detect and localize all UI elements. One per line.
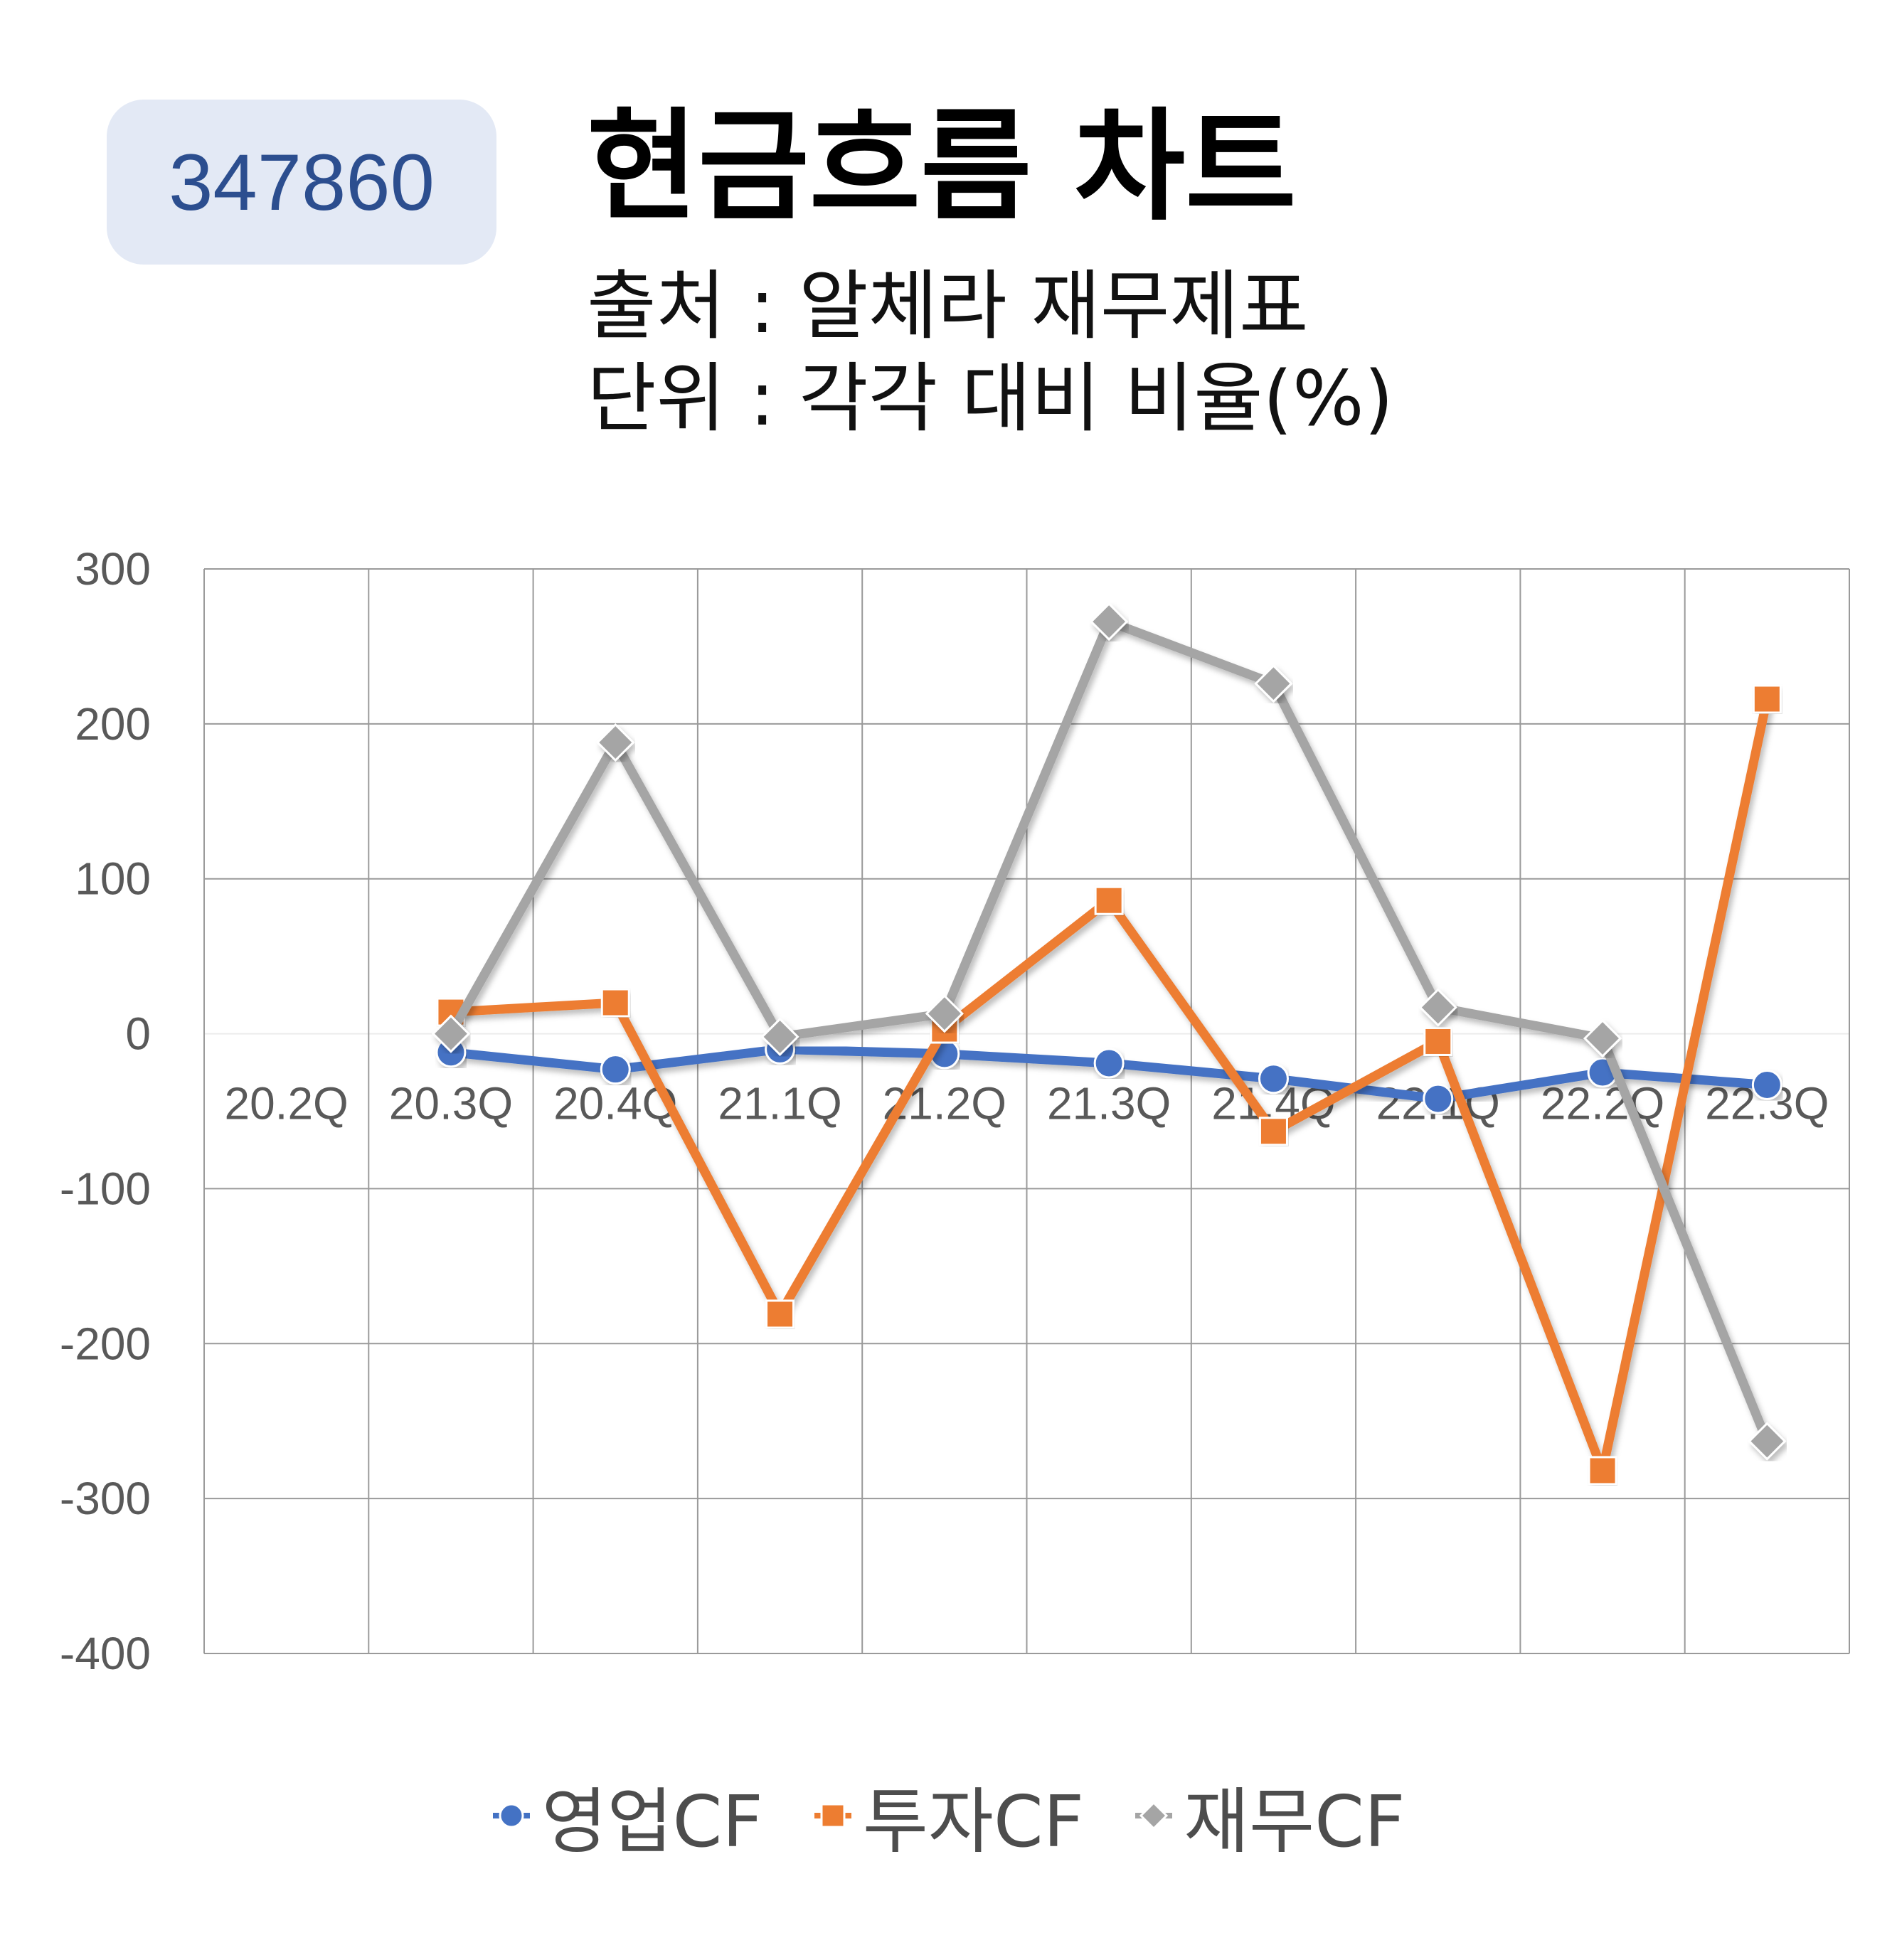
series-line-3 [446,617,1772,1447]
data-point-diamond [596,723,635,762]
data-point-diamond [1418,988,1457,1027]
y-tick-label: -400 [60,1628,151,1679]
legend-circle-marker [493,1803,531,1828]
stock-code-badge: 347860 [107,100,496,265]
legend-label-investing: 투자CF [862,1780,1085,1863]
data-point-square [1588,1456,1617,1486]
data-point-diamond [431,1014,471,1053]
source-note: 출처 : 알체라 재무제표 [587,262,1309,350]
legend-item-investing: 투자CF [813,1764,1084,1867]
y-axis-ticks: 300 200 100 0 -100 -200 -300 -400 [60,543,151,1679]
data-point-circle [1751,1069,1782,1100]
series-lines [431,602,1787,1486]
chart-legend: 영업CF 투자CF 재무CF [0,1764,1897,1867]
unit-note: 단위 : 각각 대비 비율(%) [587,355,1394,442]
y-tick-label: 200 [75,698,151,750]
data-point-circle [1258,1063,1289,1094]
data-point-circle [1423,1083,1454,1114]
data-point-diamond [1090,602,1129,641]
data-point-square [765,1299,795,1329]
y-tick-label: -100 [60,1163,151,1214]
legend-diamond-marker [1135,1801,1173,1830]
data-point-diamond [1748,1422,1787,1461]
y-tick-label: 300 [75,543,151,595]
data-point-diamond [1583,1018,1622,1058]
legend-item-financing: 재무CF [1134,1764,1406,1867]
data-point-diamond [925,994,964,1033]
x-tick-label: 21.1Q [718,1078,841,1129]
x-tick-label: 21.3Q [1047,1078,1171,1129]
stock-code: 347860 [169,137,435,227]
legend-label-financing: 재무CF [1184,1780,1406,1863]
data-point-square [1094,885,1124,915]
plot-grid [203,568,1850,1654]
y-tick-label: -300 [60,1473,151,1524]
data-point-square [600,988,630,1018]
y-tick-label: 0 [125,1008,151,1060]
legend-item-operating: 영업CF [491,1764,763,1867]
data-point-square [1752,684,1782,714]
legend-square-marker [814,1803,851,1828]
data-point-square [1258,1117,1288,1146]
data-point-diamond [1254,664,1293,703]
data-point-square [1423,1026,1453,1056]
chart-title: 현금흐름 차트 [587,97,1297,238]
x-tick-label: 20.2Q [224,1078,348,1129]
legend-label-operating: 영업CF [541,1780,763,1863]
data-point-circle [600,1054,631,1085]
data-point-diamond [760,1017,799,1057]
data-point-circle [1093,1048,1125,1079]
y-tick-label: 100 [75,853,151,905]
x-tick-label: 20.3Q [389,1078,513,1129]
y-tick-label: -200 [60,1318,151,1369]
